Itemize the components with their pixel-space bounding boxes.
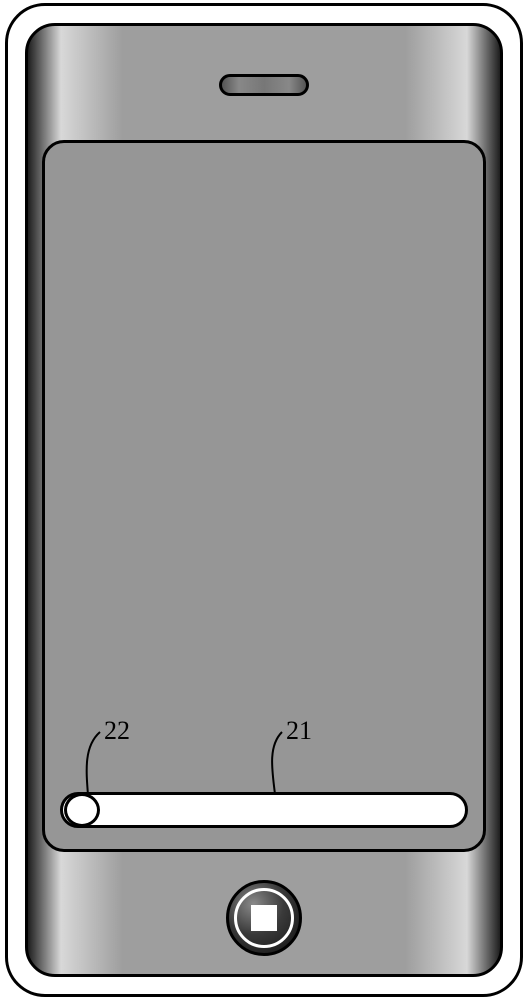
callout-label-22: 22: [104, 716, 130, 746]
slider-thumb[interactable]: [64, 793, 100, 827]
slider-track[interactable]: [60, 792, 468, 828]
callout-label-21: 21: [286, 716, 312, 746]
speaker-slot: [219, 74, 309, 96]
home-button-icon: [251, 905, 277, 931]
